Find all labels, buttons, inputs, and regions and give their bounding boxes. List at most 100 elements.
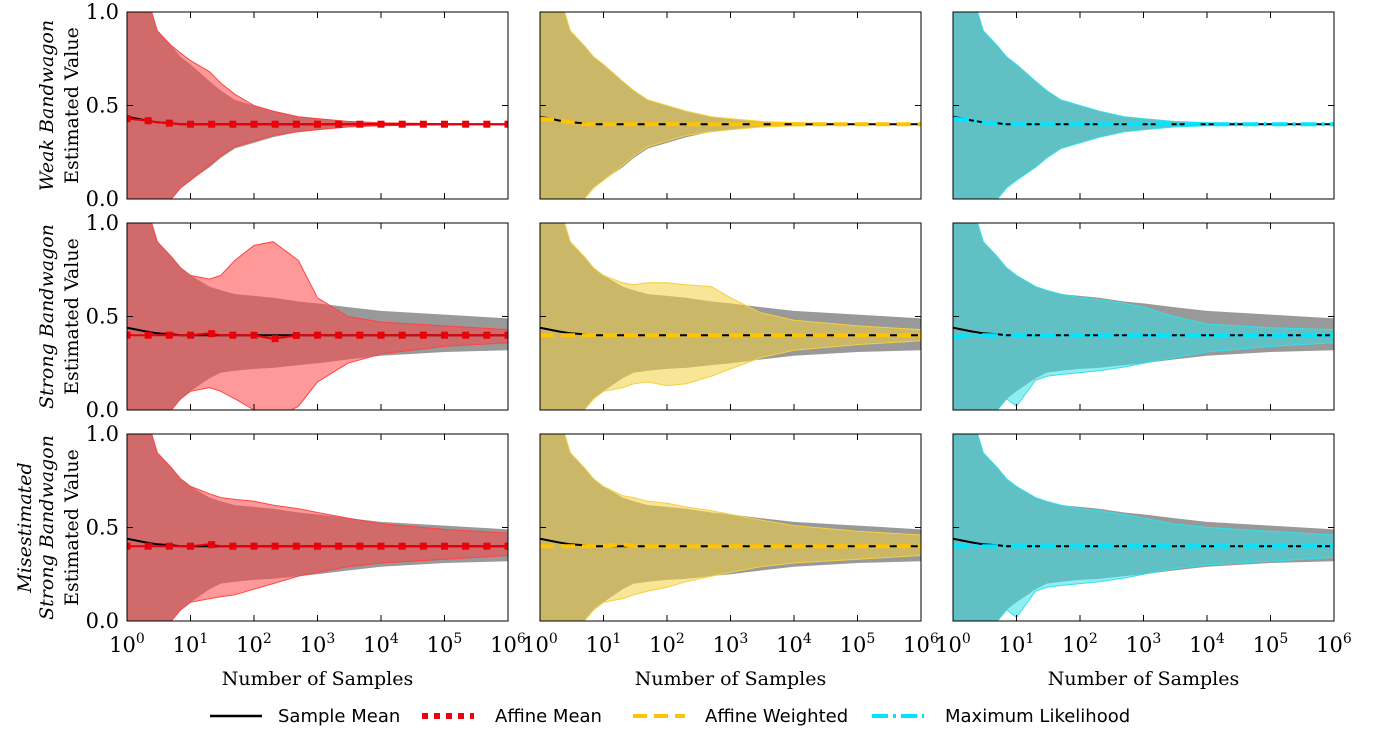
estimator-band	[127, 12, 508, 199]
x-tick-label: 103	[713, 631, 749, 657]
affine-mean-marker	[165, 119, 173, 127]
y-tick-label: 0.0	[86, 398, 119, 422]
y-tick-label: 0.0	[86, 187, 119, 211]
affine-mean-marker	[314, 120, 321, 128]
affine-mean-marker	[335, 331, 343, 339]
x-tick-label: 103	[1126, 631, 1162, 657]
affine-mean-marker	[229, 542, 237, 550]
affine-mean-marker	[292, 120, 300, 128]
affine-mean-marker	[187, 120, 194, 128]
affine-mean-marker	[144, 117, 152, 125]
legend-label: Affine Mean	[495, 706, 602, 727]
estimator-line	[953, 333, 1334, 340]
x-tick-label: 104	[776, 631, 812, 657]
affine-mean-marker	[250, 331, 258, 339]
affine-mean-marker	[314, 331, 321, 339]
affine-mean-marker	[208, 330, 216, 338]
affine-mean-marker	[483, 331, 491, 339]
affine-mean-marker	[504, 542, 508, 550]
affine-mean-marker	[419, 331, 427, 339]
affine-mean-marker	[398, 120, 406, 128]
affine-mean-marker	[335, 120, 343, 128]
row-title: Misestimated	[14, 462, 36, 593]
x-tick-label: 100	[522, 631, 558, 657]
affine-mean-marker	[356, 331, 364, 339]
x-tick-label: 105	[840, 631, 876, 657]
affine-mean-marker	[441, 120, 448, 128]
y-tick-label: 0.0	[86, 609, 119, 633]
estimator-band	[953, 12, 1334, 199]
panel-1-0	[127, 223, 508, 410]
affine-mean-marker	[250, 120, 258, 128]
x-tick-label: 106	[490, 631, 526, 657]
panel-0-2	[953, 12, 1334, 199]
affine-mean-marker	[356, 120, 364, 128]
affine-mean-marker	[377, 120, 385, 128]
affine-mean-marker	[335, 542, 343, 550]
x-tick-label: 104	[1189, 631, 1225, 657]
estimator-band	[953, 223, 1334, 410]
affine-mean-marker	[229, 120, 237, 128]
x-tick-label: 100	[109, 631, 145, 657]
panel-2-0	[127, 434, 508, 621]
affine-mean-marker	[483, 120, 491, 128]
row-title: Strong Bandwagon	[36, 224, 58, 409]
y-tick-label: 0.5	[86, 516, 119, 540]
estimator-band	[540, 223, 921, 410]
x-tick-label: 106	[1316, 631, 1352, 657]
panel-0-1	[540, 12, 921, 199]
affine-mean-marker	[462, 120, 470, 128]
affine-mean-marker	[504, 331, 508, 339]
affine-mean-marker	[419, 542, 427, 550]
affine-mean-marker	[462, 331, 470, 339]
y-tick-label: 0.5	[86, 94, 119, 118]
affine-mean-marker	[165, 331, 173, 339]
affine-mean-marker	[398, 331, 406, 339]
affine-mean-marker	[462, 542, 470, 550]
estimator-band	[953, 434, 1334, 621]
affine-mean-marker	[314, 542, 321, 550]
estimator-band	[127, 223, 508, 410]
affine-mean-marker	[127, 542, 131, 550]
legend-label: Sample Mean	[278, 706, 400, 727]
affine-mean-marker	[398, 542, 406, 550]
y-axis-title: Estimated Value	[61, 27, 83, 184]
estimator-band	[540, 434, 921, 621]
affine-mean-marker	[377, 331, 385, 339]
legend-label: Affine Weighted	[705, 706, 848, 727]
affine-mean-marker	[250, 542, 258, 550]
affine-mean-marker	[419, 120, 427, 128]
x-tick-label: 105	[427, 631, 463, 657]
affine-mean-marker	[208, 120, 216, 128]
y-axis-title: Estimated Value	[61, 238, 83, 395]
affine-mean-marker	[127, 331, 131, 339]
affine-mean-marker	[356, 542, 364, 550]
affine-mean-marker	[504, 120, 508, 128]
estimator-line	[540, 542, 921, 549]
row-title: Strong Bandwagon	[36, 435, 58, 620]
affine-mean-marker	[271, 120, 279, 128]
y-tick-label: 1.0	[86, 211, 119, 235]
affine-mean-marker	[377, 542, 385, 550]
affine-mean-marker	[483, 542, 491, 550]
x-tick-label: 102	[236, 631, 272, 657]
x-axis-title: Number of Samples	[635, 668, 827, 690]
affine-mean-marker	[271, 335, 279, 343]
affine-mean-marker	[127, 115, 131, 123]
row-title: Weak Bandwagon	[36, 20, 58, 191]
legend-label: Maximum Likelihood	[945, 706, 1130, 727]
legend: Sample Mean Affine Mean Affine Weighted Max…	[210, 706, 1130, 727]
y-tick-label: 1.0	[86, 422, 119, 446]
x-tick-label: 100	[935, 631, 971, 657]
panel-2-2	[953, 434, 1334, 621]
y-tick-label: 0.5	[86, 305, 119, 329]
x-tick-label: 101	[173, 631, 209, 657]
x-tick-label: 106	[903, 631, 939, 657]
affine-mean-marker	[292, 542, 300, 550]
affine-mean-marker	[292, 332, 300, 340]
affine-mean-marker	[187, 331, 194, 339]
panel-1-1	[540, 223, 921, 410]
affine-mean-marker	[187, 542, 194, 550]
affine-mean-marker	[441, 331, 448, 339]
